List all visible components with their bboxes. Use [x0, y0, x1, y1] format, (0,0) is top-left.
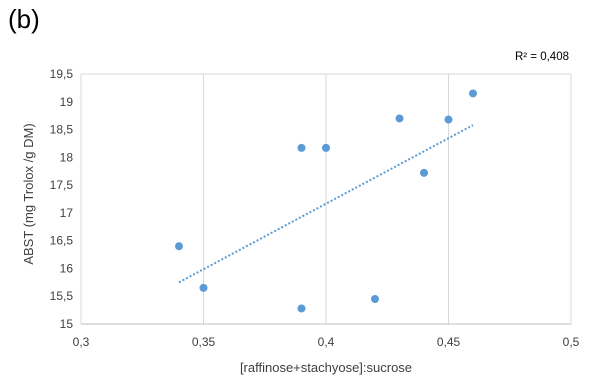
data-point — [395, 114, 404, 123]
x-tick-label: 0,35 — [192, 335, 216, 349]
data-point — [444, 115, 453, 124]
x-tick-label: 0,3 — [73, 335, 90, 349]
y-tick-label: 16 — [60, 261, 74, 275]
data-point — [297, 304, 306, 313]
x-tick-label: 0,45 — [437, 335, 461, 349]
y-tick-label: 17,5 — [50, 178, 74, 192]
x-tick-label: 0,4 — [318, 335, 335, 349]
y-axis-ticks: 15 15,5 16 16,5 17 17,5 18 18,5 19 19,5 — [50, 67, 74, 331]
data-point — [199, 283, 208, 292]
y-tick-label: 18,5 — [50, 123, 74, 137]
data-point — [175, 242, 183, 251]
x-axis-ticks: 0,3 0,35 0,4 0,45 0,5 — [73, 335, 580, 349]
y-tick-label: 15 — [60, 317, 74, 331]
data-point — [371, 295, 379, 303]
data-point — [322, 143, 330, 152]
y-tick-label: 15,5 — [50, 289, 74, 303]
y-tick-label: 19 — [60, 95, 74, 109]
trendline — [178, 124, 474, 284]
panel-label: (b) — [8, 4, 40, 34]
x-axis-title: [raffinose+stachyose]:sucrose — [240, 360, 412, 375]
data-point — [420, 168, 428, 177]
y-tick-label: 18 — [60, 150, 74, 164]
x-tick-label: 0,5 — [563, 335, 580, 349]
data-point — [469, 89, 477, 98]
y-axis-title: ABST (mg Trolox /g DM) — [21, 123, 36, 264]
r-squared-label: R² = 0,408 — [515, 51, 569, 63]
grid-lines — [80, 73, 572, 325]
y-tick-label: 16,5 — [50, 234, 74, 248]
data-point — [297, 143, 306, 152]
y-tick-label: 19,5 — [50, 67, 74, 81]
data-points — [175, 89, 477, 313]
trendline-group — [178, 124, 474, 284]
y-tick-label: 17 — [60, 206, 74, 220]
